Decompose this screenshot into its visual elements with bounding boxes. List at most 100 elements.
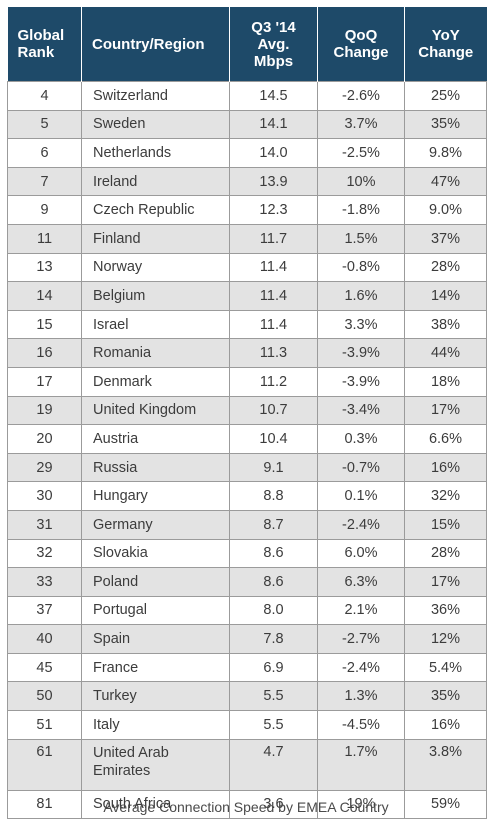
cell-yoy: 15% [404,509,487,540]
table-row: 50 Turkey 5.5 1.3% 35% [7,681,487,712]
cell-yoy: 9.0% [404,195,487,225]
cell-qoq: -3.9% [317,366,405,397]
cell-country: Spain [81,624,230,654]
cell-speed: 8.8 [229,481,318,511]
table-row: 11 Finland 11.7 1.5% 37% [7,223,487,254]
cell-yoy: 16% [404,710,487,740]
cell-country: Sweden [81,109,230,140]
cell-yoy: 5.4% [404,652,487,683]
cell-country: United Kingdom [81,395,230,426]
cell-yoy: 32% [404,481,487,511]
table-row: 61 United Arab Emirates 4.7 1.7% 3.8% [7,738,487,791]
cell-qoq: -2.7% [317,624,405,654]
cell-qoq: 3.7% [317,109,405,140]
cell-country: Belgium [81,281,230,311]
table-row: 9 Czech Republic 12.3 -1.8% 9.0% [7,195,487,225]
cell-rank: 7 [7,166,82,197]
cell-speed: 9.1 [229,452,318,483]
cell-country: Denmark [81,366,230,397]
cell-yoy: 47% [404,166,487,197]
cell-rank: 9 [7,195,82,225]
cell-country: Slovakia [81,538,230,569]
cell-rank: 51 [7,710,82,740]
cell-rank: 15 [7,309,82,340]
cell-rank: 31 [7,509,82,540]
cell-country: Switzerland [81,81,230,111]
cell-yoy: 28% [404,538,487,569]
cell-rank: 33 [7,567,82,597]
cell-rank: 32 [7,538,82,569]
cell-country: Finland [81,223,230,254]
table-row: 15 Israel 11.4 3.3% 38% [7,309,487,340]
table-row: 29 Russia 9.1 -0.7% 16% [7,452,487,483]
cell-country: France [81,652,230,683]
cell-qoq: -2.5% [317,138,405,168]
cell-rank: 20 [7,424,82,454]
cell-country: Italy [81,710,230,740]
cell-speed: 10.7 [229,395,318,426]
header-country-region: Country/Region [81,7,230,82]
cell-country: Czech Republic [81,195,230,225]
cell-rank: 11 [7,223,82,254]
cell-rank: 13 [7,252,82,283]
cell-country: Israel [81,309,230,340]
cell-qoq: 1.3% [317,681,405,712]
cell-yoy: 6.6% [404,424,487,454]
cell-speed: 8.6 [229,538,318,569]
table-row: 81 South Africa 3.6 19% 59% [7,789,487,820]
cell-country: Portugal [81,595,230,626]
table-row: 37 Portugal 8.0 2.1% 36% [7,595,487,626]
cell-speed: 8.0 [229,595,318,626]
table-row: 13 Norway 11.4 -0.8% 28% [7,252,487,283]
cell-speed: 11.4 [229,252,318,283]
cell-rank: 4 [7,81,82,111]
table-row: 32 Slovakia 8.6 6.0% 28% [7,538,487,569]
cell-yoy: 28% [404,252,487,283]
cell-yoy: 16% [404,452,487,483]
table-row: 7 Ireland 13.9 10% 47% [7,166,487,197]
cell-country: Russia [81,452,230,483]
table-caption: Average Connection Speed by EMEA Country [103,799,389,815]
table-row: 19 United Kingdom 10.7 -3.4% 17% [7,395,487,426]
cell-rank: 30 [7,481,82,511]
cell-speed: 14.0 [229,138,318,168]
table-row: 14 Belgium 11.4 1.6% 14% [7,281,487,311]
cell-qoq: 3.3% [317,309,405,340]
cell-rank: 45 [7,652,82,683]
cell-yoy: 59% [404,789,487,820]
table-row: 17 Denmark 11.2 -3.9% 18% [7,366,487,397]
cell-qoq: -4.5% [317,710,405,740]
header-yoy-change: YoY Change [404,7,487,82]
connection-speed-table: Global Rank Country/Region Q3 '14 Avg. Mbps… [7,7,487,820]
cell-speed: 10.4 [229,424,318,454]
cell-yoy: 12% [404,624,487,654]
cell-yoy: 25% [404,81,487,111]
table-row: 4 Switzerland 14.5 -2.6% 25% [7,81,487,111]
cell-speed: 8.6 [229,567,318,597]
header-qoq-change: QoQ Change [317,7,405,82]
cell-qoq: -0.7% [317,452,405,483]
table-row: 51 Italy 5.5 -4.5% 16% [7,710,487,740]
cell-yoy: 14% [404,281,487,311]
table-row: 5 Sweden 14.1 3.7% 35% [7,109,487,140]
cell-qoq: -3.9% [317,338,405,368]
cell-qoq: -0.8% [317,252,405,283]
cell-rank: 14 [7,281,82,311]
table-row: 45 France 6.9 -2.4% 5.4% [7,652,487,683]
cell-country: United Arab Emirates [81,738,230,791]
cell-country: Austria [81,424,230,454]
cell-qoq: 0.3% [317,424,405,454]
cell-qoq: -2.4% [317,652,405,683]
cell-speed: 5.5 [229,710,318,740]
cell-speed: 4.7 [229,738,318,791]
cell-country: Norway [81,252,230,283]
cell-qoq: 2.1% [317,595,405,626]
cell-yoy: 37% [404,223,487,254]
cell-yoy: 36% [404,595,487,626]
table-row: 30 Hungary 8.8 0.1% 32% [7,481,487,511]
cell-qoq: -2.4% [317,509,405,540]
cell-rank: 61 [7,738,82,791]
cell-rank: 37 [7,595,82,626]
cell-qoq: 10% [317,166,405,197]
cell-yoy: 35% [404,681,487,712]
